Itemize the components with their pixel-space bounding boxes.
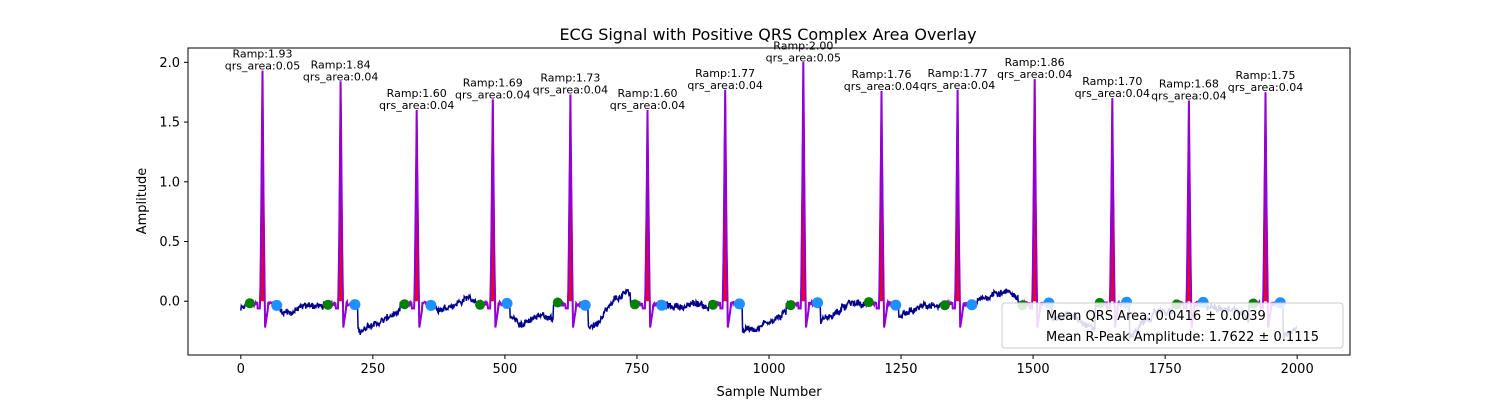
- x-tick-label: 1000: [752, 362, 785, 377]
- qrs-area-annotation: qrs_area:0.04: [997, 68, 1072, 81]
- qrs-area-annotation: qrs_area:0.04: [920, 79, 995, 92]
- legend-box: [1001, 302, 1344, 349]
- s-offset-marker: [656, 299, 668, 311]
- qrs-area-annotation: qrs_area:0.04: [610, 99, 685, 112]
- qrs-area-annotation: qrs_area:0.04: [1228, 81, 1303, 94]
- q-onset-marker: [863, 297, 874, 308]
- qrs-area-annotation: qrs_area:0.04: [1151, 90, 1226, 103]
- q-onset-marker: [552, 297, 563, 308]
- s-offset-marker: [733, 298, 745, 310]
- y-tick-label: 0.5: [159, 235, 180, 250]
- qrs-area-annotation: qrs_area:0.04: [844, 80, 919, 93]
- r-amp-annotation: Ramp:1.75: [1235, 69, 1295, 82]
- r-amp-annotation: Ramp:1.84: [311, 58, 371, 71]
- s-offset-marker: [425, 299, 437, 311]
- s-offset-marker: [579, 299, 591, 311]
- s-offset-marker: [966, 299, 978, 311]
- qrs-area-annotation: qrs_area:0.04: [455, 88, 530, 101]
- y-tick-label: 0.0: [159, 295, 180, 310]
- y-axis: 0.0 0.5 1.0 1.5 2.0: [159, 56, 188, 310]
- s-offset-marker: [890, 299, 902, 311]
- r-amp-annotation: Ramp:1.76: [851, 68, 911, 81]
- qrs-area-annotation: qrs_area:0.04: [303, 70, 378, 83]
- r-amp-annotation: Ramp:1.60: [387, 87, 447, 100]
- legend-entry-qrs-area: Mean QRS Area: 0.0416 ± 0.0039: [1046, 309, 1266, 324]
- qrs-area-fill: [875, 91, 888, 302]
- plot-layer: [240, 62, 1298, 341]
- r-amp-annotation: Ramp:1.69: [463, 76, 523, 89]
- x-tick-label: 0: [237, 362, 245, 377]
- legend: Mean QRS Area: 0.0416 ± 0.0039 Mean R-Pe…: [1001, 302, 1344, 349]
- x-tick-label: 500: [492, 362, 517, 377]
- q-onset-marker: [475, 299, 486, 310]
- q-onset-marker: [708, 299, 719, 310]
- chart-title: ECG Signal with Positive QRS Complex Are…: [559, 25, 976, 44]
- s-offset-marker: [501, 297, 513, 309]
- qrs-area-annotation: qrs_area:0.04: [687, 79, 762, 92]
- qrs-area-annotation: qrs_area:0.05: [225, 60, 300, 73]
- r-amp-annotation: Ramp:2.00: [773, 39, 833, 52]
- qrs-area-annotation: qrs_area:0.05: [766, 51, 841, 64]
- qrs-area-annotation: qrs_area:0.04: [379, 99, 454, 112]
- qrs-area-annotation: qrs_area:0.04: [533, 84, 608, 97]
- qrs-area-fill: [564, 94, 577, 302]
- x-tick-label: 1250: [884, 362, 917, 377]
- x-tick-label: 1750: [1149, 362, 1182, 377]
- r-amp-annotation: Ramp:1.77: [695, 67, 755, 80]
- q-onset-marker: [399, 299, 410, 310]
- s-offset-marker: [271, 299, 283, 311]
- q-onset-marker: [629, 299, 640, 310]
- y-tick-label: 1.0: [159, 175, 180, 190]
- r-amp-annotation: Ramp:1.77: [928, 67, 988, 80]
- y-axis-title: Amplitude: [135, 168, 150, 235]
- legend-entry-r-peak: Mean R-Peak Amplitude: 1.7622 ± 0.1115: [1046, 330, 1319, 345]
- x-tick-label: 250: [360, 362, 385, 377]
- r-amp-annotation: Ramp:1.70: [1082, 75, 1142, 88]
- r-amp-annotation: Ramp:1.93: [232, 48, 292, 61]
- qrs-area-annotation: qrs_area:0.04: [1075, 87, 1150, 100]
- s-offset-marker: [812, 297, 824, 309]
- x-tick-label: 2000: [1281, 362, 1314, 377]
- r-amp-annotation: Ramp:1.60: [617, 87, 677, 100]
- r-amp-annotation: Ramp:1.68: [1159, 78, 1219, 91]
- x-axis-title: Sample Number: [716, 385, 822, 400]
- qrs-area-fill: [1182, 100, 1196, 302]
- y-tick-label: 1.5: [159, 116, 180, 131]
- q-onset-marker: [939, 300, 950, 311]
- q-onset-marker: [244, 298, 255, 309]
- x-tick-label: 750: [625, 362, 650, 377]
- r-amp-annotation: Ramp:1.73: [540, 72, 600, 85]
- x-tick-label: 1500: [1017, 362, 1050, 377]
- q-onset-marker: [785, 300, 796, 311]
- qrs-area-fill: [410, 110, 424, 302]
- q-onset-marker: [322, 299, 333, 310]
- y-tick-label: 2.0: [159, 56, 180, 71]
- x-axis: 0 250 500 750 1000 1250 1500 1750 2000: [237, 355, 1314, 377]
- r-amp-annotation: Ramp:1.86: [1005, 56, 1065, 69]
- s-offset-marker: [349, 299, 361, 311]
